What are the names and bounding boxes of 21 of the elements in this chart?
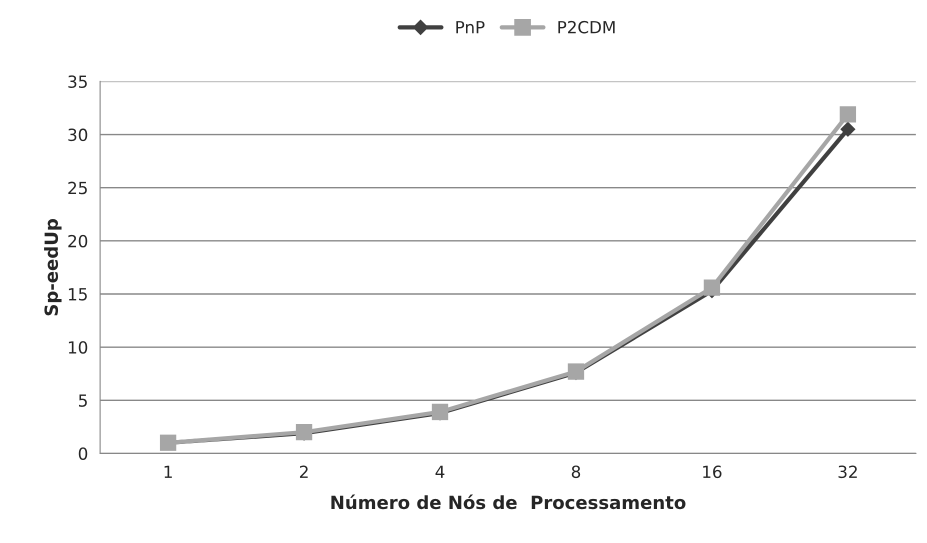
legend-label: PnP xyxy=(456,21,485,34)
point xyxy=(840,122,856,137)
y-tick-label: 0 xyxy=(78,447,88,460)
x-tick-label: 4 xyxy=(436,466,444,478)
y-axis-title: Sp-eedUp xyxy=(44,219,62,316)
y-tick-label: 15 xyxy=(68,288,87,301)
y-tick-label: 25 xyxy=(68,182,87,194)
legend-label: P2CDM xyxy=(558,20,615,34)
point xyxy=(840,106,856,123)
x-tick-label: 16 xyxy=(703,466,722,478)
y-tick-label: 20 xyxy=(68,234,88,248)
y-tick-label: 10 xyxy=(68,341,88,354)
x-tick-label: 1 xyxy=(164,466,172,478)
y-tick-label: 5 xyxy=(78,394,87,407)
y-tick-label: 30 xyxy=(68,128,88,142)
point xyxy=(704,279,720,296)
x-tick-label: 32 xyxy=(838,466,857,478)
x-tick-label: 2 xyxy=(300,466,308,478)
x-tick-label: 8 xyxy=(572,466,580,478)
x-axis-title: Número de Nós de Processamento xyxy=(331,494,686,510)
y-tick-label: 35 xyxy=(68,75,87,88)
